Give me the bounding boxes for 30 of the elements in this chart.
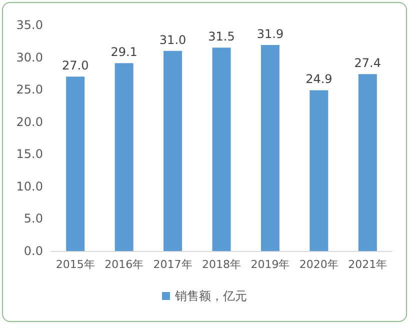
y-tick-label: 0.0 [24,244,43,258]
y-tick-label: 25.0 [16,82,43,97]
bar [164,50,182,251]
data-label: 27.4 [354,56,381,70]
x-tick-label: 2021年 [348,258,388,271]
y-tick-label: 35.0 [16,18,43,32]
x-tick-label: 2017年 [153,258,192,271]
bar [66,76,85,251]
y-tick-label: 15.0 [16,147,43,162]
data-label: 27.0 [62,58,89,73]
x-tick-label: 2020年 [299,258,338,271]
x-tick-label: 2018年 [202,258,241,271]
x-tick-label: 2019年 [250,258,290,271]
x-tick-label: 2016年 [104,258,144,271]
bar [310,90,328,251]
bar [358,74,377,251]
data-label: 31.5 [208,30,235,44]
bar [260,45,280,251]
y-tick-label: 30.0 [16,50,43,64]
bar [212,48,231,251]
data-label: 29.1 [110,45,138,60]
y-tick-label: 20.0 [16,114,43,129]
bar [114,63,134,251]
x-tick-label: 2015年 [56,258,95,271]
data-label: 24.9 [306,72,332,86]
data-label: 31.9 [256,27,284,42]
y-tick-label: 10.0 [16,179,43,194]
y-tick-label: 5.0 [24,212,43,226]
data-label: 31.0 [159,32,186,47]
legend-label: 销售额，亿元 [174,289,247,303]
